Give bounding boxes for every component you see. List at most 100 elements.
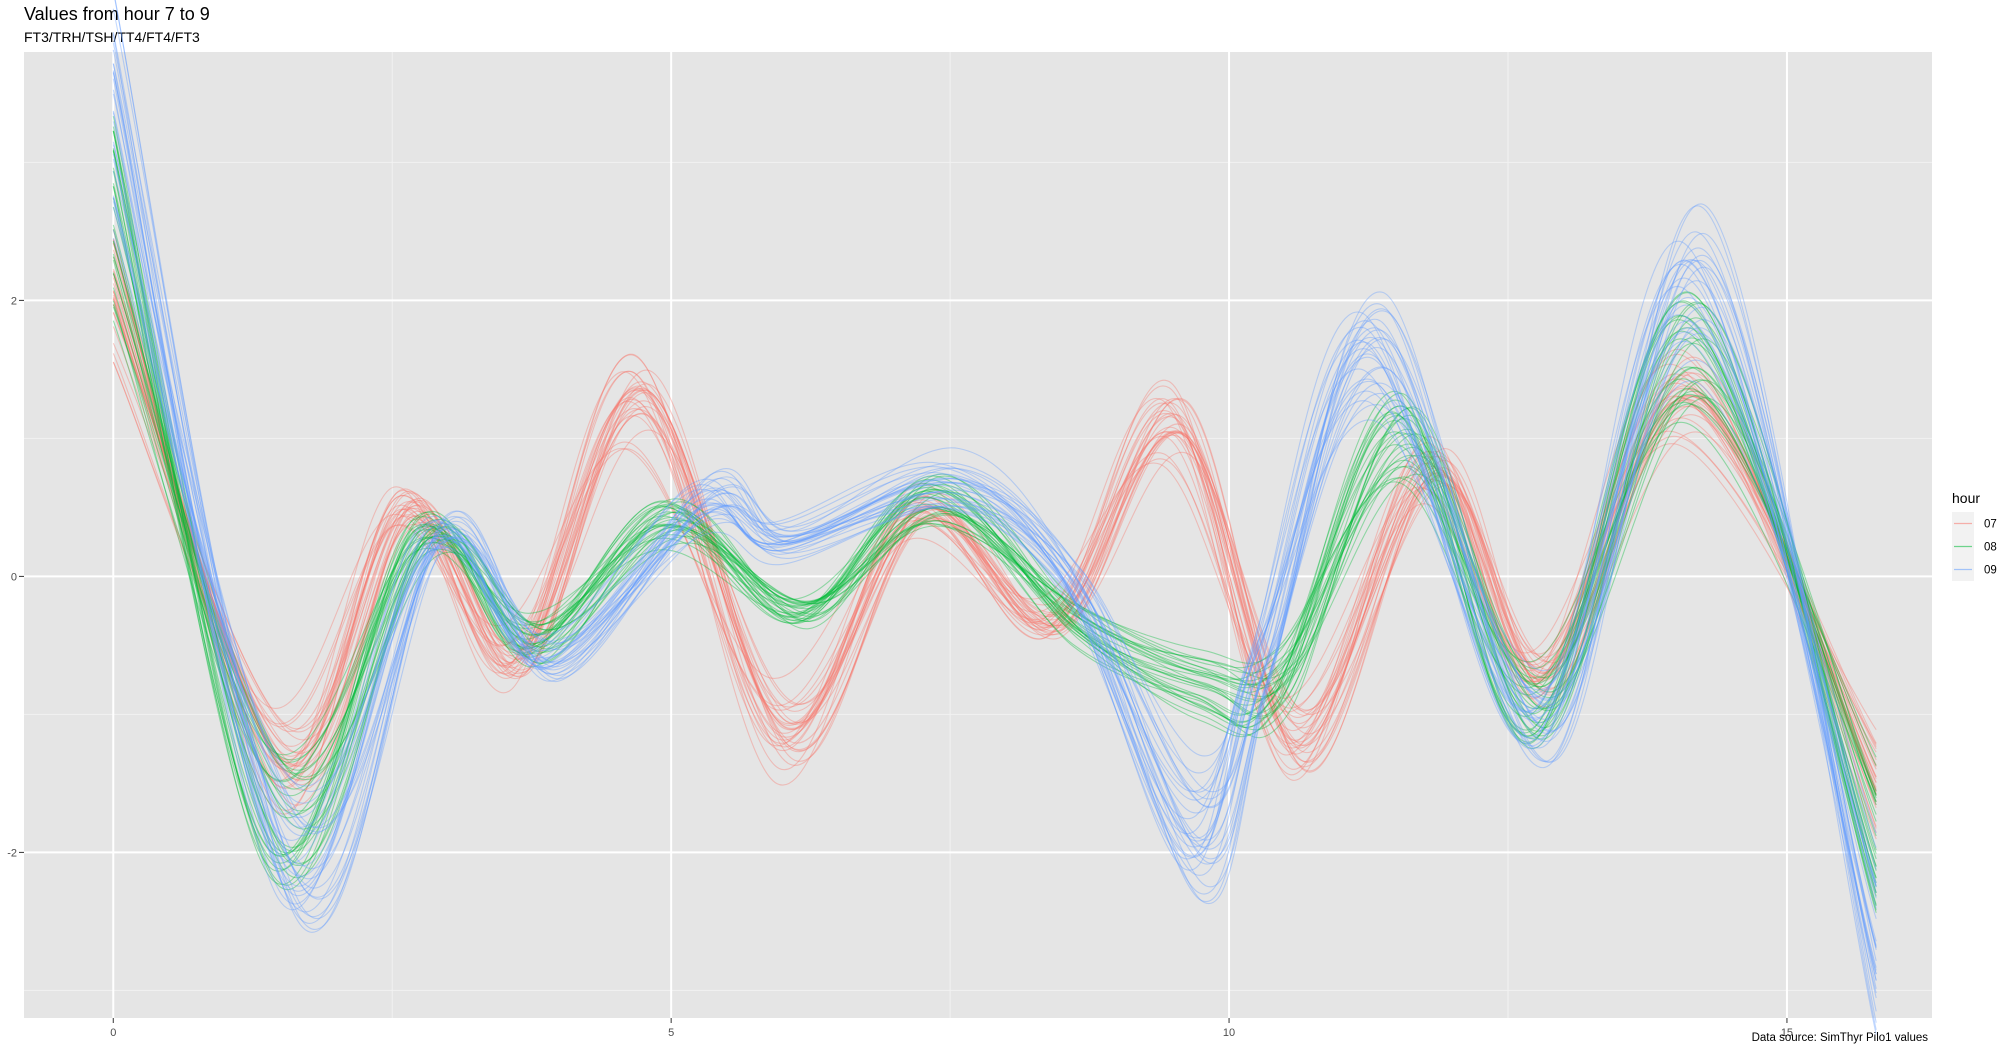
x-tick-label: 0: [110, 1027, 116, 1039]
series-07-curve: [112, 268, 1877, 803]
series-09-curve: [112, 93, 1877, 951]
series-08-curve: [112, 148, 1877, 911]
series-07-curve: [112, 294, 1877, 795]
series-08-curve: [112, 206, 1877, 851]
series-09-curve: [112, 121, 1877, 949]
series-08-curve: [112, 224, 1877, 854]
series-08-curve: [112, 253, 1877, 815]
series-07-curve: [112, 326, 1877, 750]
legend-label-08: 08: [1984, 542, 1997, 554]
series-09-curve: [112, 170, 1877, 884]
y-tick-label: 0: [11, 571, 17, 583]
series-07-curve: [112, 273, 1877, 796]
series-08-curve: [112, 287, 1877, 796]
series-08-curve: [112, 171, 1877, 860]
series-07-curve: [112, 238, 1877, 809]
series-08-curve: [112, 259, 1877, 803]
series-08-curve: [112, 256, 1877, 797]
series-07-curve: [112, 239, 1877, 840]
series-09-curve: [112, 237, 1877, 848]
series-08-curve: [112, 126, 1877, 914]
series-09-curve: [112, 110, 1877, 942]
series-08-curve: [112, 304, 1877, 767]
series-07-curve: [112, 256, 1877, 793]
series-08-curve: [112, 150, 1877, 888]
series-08-curve: [112, 272, 1877, 802]
legend: hour 07 08 09: [1952, 490, 1997, 581]
y-tick-label: 2: [11, 295, 17, 307]
plot-panel: [24, 52, 1932, 1018]
series-09-curve: [112, 229, 1877, 834]
series-09-curve: [112, 141, 1877, 946]
series-curves: [112, 0, 1877, 1035]
chart-title: Values from hour 7 to 9: [24, 4, 210, 24]
series-07-curve: [112, 303, 1877, 767]
series-09-curve: [114, 0, 1877, 1031]
series-09-curve: [112, 196, 1877, 870]
series-08-curve: [112, 273, 1877, 795]
series-07-curve: [112, 342, 1877, 747]
legend-label-07: 07: [1984, 519, 1997, 531]
series-07-curve: [112, 243, 1877, 829]
series-09-curve: [112, 49, 1877, 999]
series-08-curve: [112, 151, 1877, 893]
series-09-curve: [112, 197, 1877, 886]
chart-subtitle: FT3/TRH/TSH/TT4/FT4/FT3: [24, 29, 200, 45]
series-07-curve: [112, 304, 1877, 778]
grid-major: [24, 52, 1932, 1018]
series-07-curve: [112, 290, 1877, 788]
grid-minor: [24, 52, 1932, 1018]
legend-title: hour: [1952, 490, 1980, 506]
series-09-curve: [112, 70, 1877, 975]
series-08-curve: [112, 300, 1877, 799]
series-09-curve: [112, 201, 1877, 887]
series-07-curve: [112, 277, 1877, 783]
series-09-curve: [112, 207, 1877, 893]
series-07-curve: [112, 270, 1877, 780]
series-07-curve: [112, 229, 1877, 833]
series-08-curve: [112, 167, 1877, 867]
series-08-curve: [112, 241, 1877, 806]
series-09-curve: [112, 153, 1877, 899]
series-09-curve: [112, 89, 1877, 968]
y-tick-label: -2: [7, 847, 17, 859]
series-07-curve: [112, 242, 1877, 791]
series-07-curve: [112, 361, 1877, 745]
series-09-curve: [112, 195, 1877, 888]
series-09-curve: [112, 42, 1877, 989]
series-09-curve: [112, 63, 1877, 962]
series-09-curve: [112, 78, 1877, 981]
series-07-curve: [112, 283, 1877, 770]
series-08-curve: [112, 149, 1877, 894]
series-09-curve: [112, 8, 1877, 1012]
series-09-curve: [112, 34, 1877, 994]
series-09-curve: [112, 144, 1877, 909]
series-07-curve: [112, 291, 1877, 796]
x-tick-label: 15: [1781, 1027, 1793, 1039]
series-08-curve: [112, 115, 1877, 905]
series-08-curve: [112, 130, 1877, 884]
series-08-curve: [112, 320, 1877, 758]
series-09-curve: [112, 112, 1877, 948]
x-axis: 0 5 10 15: [110, 1018, 1793, 1039]
series-07-curve: [112, 239, 1877, 806]
series-08-curve: [112, 130, 1877, 907]
series-08-curve: [112, 183, 1877, 871]
series-09-curve: [112, 63, 1877, 975]
series-09-curve: [112, 71, 1877, 971]
series-08-curve: [112, 306, 1877, 792]
series-07-curve: [112, 291, 1877, 766]
legend-label-09: 09: [1984, 565, 1997, 577]
series-09-curve: [114, 0, 1877, 1023]
series-07-curve: [112, 353, 1877, 753]
series-08-curve: [112, 186, 1877, 878]
series-07-curve: [112, 312, 1877, 744]
chart-caption: Data source: SimThyr Pilo1 values: [1751, 1032, 1928, 1044]
series-09-curve: [112, 72, 1877, 981]
series-08-curve: [112, 130, 1877, 897]
series-08-curve: [112, 228, 1877, 837]
series-09-curve: [112, 158, 1877, 919]
series-07-curve: [112, 311, 1877, 761]
series-07-curve: [112, 273, 1877, 792]
